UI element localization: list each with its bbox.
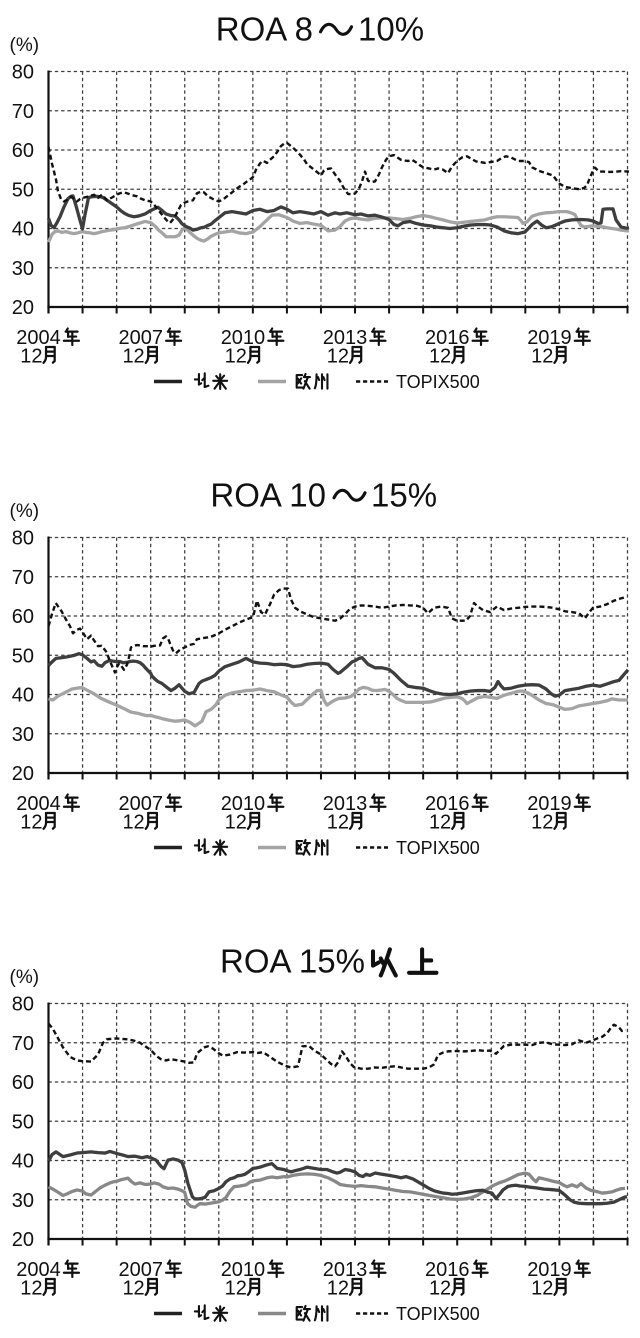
svg-text:2013: 2013 (323, 327, 368, 349)
svg-text:2004: 2004 (16, 327, 61, 349)
svg-text:70: 70 (12, 567, 34, 589)
svg-text:12: 12 (225, 1278, 247, 1300)
svg-text:(%): (%) (10, 967, 40, 988)
svg-text:TOPIX500: TOPIX500 (396, 372, 480, 392)
svg-text:70: 70 (12, 101, 34, 123)
svg-text:12: 12 (122, 346, 144, 368)
svg-text:12: 12 (531, 1278, 553, 1300)
svg-text:2004: 2004 (16, 1259, 61, 1281)
svg-text:2019: 2019 (527, 327, 572, 349)
svg-text:30: 30 (12, 258, 34, 280)
svg-text:12: 12 (531, 346, 553, 368)
svg-text:12: 12 (20, 1278, 42, 1300)
svg-text:12: 12 (122, 812, 144, 834)
svg-text:50: 50 (12, 1111, 34, 1133)
svg-text:12: 12 (327, 812, 349, 834)
svg-text:50: 50 (12, 179, 34, 201)
svg-text:12: 12 (20, 346, 42, 368)
svg-text:2019: 2019 (527, 793, 572, 815)
svg-text:2013: 2013 (323, 793, 368, 815)
svg-text:50: 50 (12, 645, 34, 667)
svg-text:12: 12 (429, 812, 451, 834)
svg-text:60: 60 (12, 606, 34, 628)
svg-text:ROA 15%: ROA 15% (220, 943, 365, 980)
svg-text:80: 80 (12, 528, 34, 550)
svg-text:12: 12 (327, 1278, 349, 1300)
svg-text:ROA 8: ROA 8 (216, 11, 313, 48)
svg-text:12: 12 (122, 1278, 144, 1300)
svg-text:80: 80 (12, 994, 34, 1016)
svg-text:2019: 2019 (527, 1259, 572, 1281)
svg-text:20: 20 (12, 1229, 34, 1251)
svg-text:12: 12 (327, 346, 349, 368)
svg-text:2016: 2016 (425, 327, 470, 349)
svg-text:60: 60 (12, 140, 34, 162)
svg-text:12: 12 (429, 1278, 451, 1300)
svg-text:2007: 2007 (119, 793, 164, 815)
svg-text:70: 70 (12, 1033, 34, 1055)
svg-text:10%: 10% (358, 11, 424, 48)
svg-text:2010: 2010 (221, 793, 266, 815)
svg-text:12: 12 (225, 812, 247, 834)
svg-text:40: 40 (12, 219, 34, 241)
svg-text:2007: 2007 (119, 1259, 164, 1281)
svg-text:40: 40 (12, 1151, 34, 1173)
svg-text:80: 80 (12, 62, 34, 84)
svg-text:(%): (%) (10, 35, 40, 56)
svg-text:2016: 2016 (425, 793, 470, 815)
svg-text:20: 20 (12, 763, 34, 785)
svg-text:15%: 15% (371, 477, 437, 514)
svg-text:12: 12 (429, 346, 451, 368)
svg-text:2007: 2007 (119, 327, 164, 349)
svg-text:2010: 2010 (221, 327, 266, 349)
svg-text:60: 60 (12, 1072, 34, 1094)
svg-text:TOPIX500: TOPIX500 (396, 838, 480, 858)
svg-text:12: 12 (531, 812, 553, 834)
svg-text:(%): (%) (10, 501, 40, 522)
svg-text:2004: 2004 (16, 793, 61, 815)
svg-text:20: 20 (12, 297, 34, 319)
svg-text:12: 12 (225, 346, 247, 368)
svg-text:TOPIX500: TOPIX500 (396, 1304, 480, 1324)
svg-text:30: 30 (12, 1190, 34, 1212)
svg-text:12: 12 (20, 812, 42, 834)
svg-text:2016: 2016 (425, 1259, 470, 1281)
svg-text:30: 30 (12, 724, 34, 746)
svg-text:2013: 2013 (323, 1259, 368, 1281)
svg-text:2010: 2010 (221, 1259, 266, 1281)
svg-text:ROA 10: ROA 10 (210, 477, 326, 514)
svg-text:40: 40 (12, 685, 34, 707)
